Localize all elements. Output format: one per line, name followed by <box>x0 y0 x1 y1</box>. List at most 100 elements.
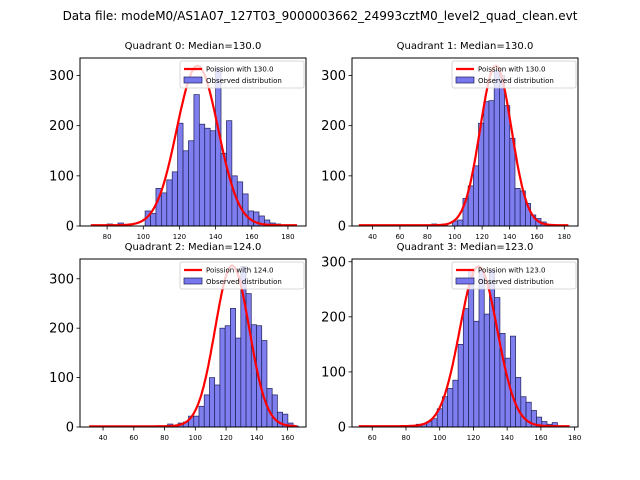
x-tick-label: 120 <box>219 434 232 442</box>
subplot-title: Quadrant 3: Median=123.0 <box>397 242 534 253</box>
histogram-bar <box>193 94 200 227</box>
y-tick-label: 300 <box>49 69 74 84</box>
histogram-bar <box>483 101 490 227</box>
poisson-curve <box>358 265 570 428</box>
axes-container: Quadrant 0: Median=130.0 0 100 200 300 80 100 1… <box>49 41 581 442</box>
histogram-bar <box>473 165 479 227</box>
axes-frame <box>351 57 579 227</box>
subplot-title: Quadrant 1: Median=130.0 <box>397 41 534 52</box>
legend: Poission with 130.0 Observed distribution <box>179 60 305 89</box>
subplot-quadrant-1: Quadrant 1: Median=130.0 0 100 200 300 40 60 80… <box>321 41 579 241</box>
legend-box <box>179 60 305 89</box>
legend: Poission with 123.0 Observed distribution <box>451 261 577 290</box>
histogram-bar <box>457 219 464 227</box>
histogram-bar <box>193 415 200 428</box>
subplot-title: Quadrant 2: Median=124.0 <box>125 242 262 253</box>
x-tick-label: 60 <box>368 434 377 442</box>
x-tick-label: 180 <box>281 233 294 241</box>
axes-frame <box>79 258 307 428</box>
histogram-bar <box>209 130 216 227</box>
histogram-bar <box>504 105 511 227</box>
legend-bar-swatch <box>455 76 475 84</box>
histogram-bar <box>215 67 222 227</box>
x-tick-label: 80 <box>402 434 411 442</box>
histogram-bar <box>203 394 210 428</box>
legend-label-observed: Observed distribution <box>206 77 282 85</box>
histogram-bar <box>520 396 527 428</box>
histogram-bars <box>167 266 299 428</box>
histogram-bar <box>510 335 516 428</box>
x-tick-label: 120 <box>173 233 186 241</box>
x-tick-label: 80 <box>160 434 169 442</box>
y-tick-label: 200 <box>49 119 74 134</box>
histogram-bar <box>219 327 226 428</box>
y-tick-label: 200 <box>321 119 346 134</box>
histogram-bar <box>431 418 438 428</box>
legend-label-observed: Observed distribution <box>478 77 554 85</box>
subplot-quadrant-2: Quadrant 2: Median=124.0 0 100 200 300 40 60 80… <box>49 242 307 442</box>
figure-suptitle: Data file: modeM0/AS1A07_127T03_90000036… <box>63 9 578 23</box>
y-tick-label: 100 <box>321 169 346 184</box>
y-tick-label: 200 <box>321 310 346 325</box>
x-tick-label: 160 <box>534 434 547 442</box>
x-tick-label: 180 <box>568 434 581 442</box>
histogram-bar <box>462 308 469 428</box>
histogram-bar <box>150 213 157 227</box>
legend-label-observed: Observed distribution <box>206 278 282 286</box>
histogram-bar <box>209 377 216 428</box>
x-tick-label: 160 <box>281 434 294 442</box>
histogram-bar <box>230 308 236 428</box>
x-tick-label: 100 <box>137 233 150 241</box>
histogram-bar <box>188 140 195 227</box>
axes-frame <box>351 258 579 428</box>
x-tick-label: 140 <box>250 434 263 442</box>
histogram-bar <box>261 340 268 428</box>
legend-box <box>451 261 577 290</box>
histogram-bar <box>177 122 184 227</box>
x-tick-label: 120 <box>475 233 488 241</box>
y-tick-label: 300 <box>49 272 74 287</box>
y-tick-label: 200 <box>49 322 74 337</box>
x-tick-label: 100 <box>448 233 461 241</box>
histogram-bar <box>224 325 231 428</box>
x-tick-label: 180 <box>558 233 571 241</box>
x-tick-label: 140 <box>209 233 222 241</box>
legend-label-curve: Poission with 130.0 <box>478 66 546 74</box>
y-tick-label: 0 <box>338 220 346 235</box>
x-tick-label: 60 <box>395 233 404 241</box>
histogram-bar <box>214 384 221 428</box>
subplot-quadrant-3: Quadrant 3: Median=123.0 0 100 200 300 60 80 10… <box>321 242 581 442</box>
legend-box <box>179 261 305 290</box>
histogram-bar <box>493 70 500 227</box>
histogram-bar <box>182 150 189 227</box>
y-tick-label: 0 <box>66 220 74 235</box>
histogram-bar <box>161 192 168 227</box>
histogram-bar <box>204 127 211 227</box>
subplot-quadrant-0: Quadrant 0: Median=130.0 0 100 200 300 80 100 1… <box>49 41 307 241</box>
x-tick-label: 100 <box>189 434 202 442</box>
x-tick-label: 120 <box>467 434 480 442</box>
x-tick-label: 100 <box>433 434 446 442</box>
histogram-bar <box>483 313 490 428</box>
y-tick-label: 300 <box>321 69 346 84</box>
histogram-bar <box>242 193 249 227</box>
legend-label-curve: Poission with 130.0 <box>206 66 274 74</box>
y-tick-label: 0 <box>66 421 74 436</box>
histogram-bars <box>431 70 557 227</box>
histogram-bar <box>235 337 242 428</box>
histogram-bar <box>166 179 173 227</box>
y-tick-label: 100 <box>49 371 74 386</box>
histogram-bar <box>515 377 522 428</box>
y-tick-label: 300 <box>321 255 346 270</box>
x-tick-label: 140 <box>500 434 513 442</box>
histogram-bar <box>473 320 480 428</box>
x-tick-label: 40 <box>99 434 108 442</box>
histogram-bar <box>457 344 464 428</box>
histogram-bar <box>499 75 505 227</box>
y-tick-label: 100 <box>321 365 346 380</box>
legend-label-observed: Observed distribution <box>478 278 554 286</box>
x-tick-label: 160 <box>530 233 543 241</box>
x-tick-label: 80 <box>423 233 432 241</box>
histogram-bar <box>488 100 495 227</box>
